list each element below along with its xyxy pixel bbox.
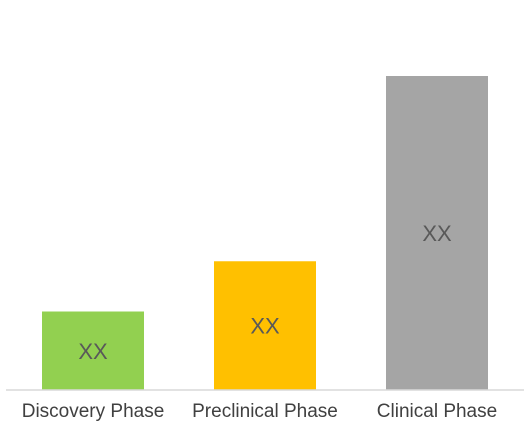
data-label: XX <box>78 339 108 364</box>
bar-discovery-phase <box>42 311 144 390</box>
bar-preclinical-phase <box>214 261 316 390</box>
category-label: Clinical Phase <box>377 401 497 422</box>
bars-group <box>42 76 488 390</box>
category-label: Preclinical Phase <box>192 401 338 422</box>
category-label: Discovery Phase <box>22 401 165 422</box>
data-label: XX <box>250 314 280 339</box>
category-labels-group: Discovery Phase Preclinical Phase Clinical… <box>22 401 497 422</box>
data-labels-group: XX XX XX <box>78 221 452 364</box>
data-label: XX <box>422 221 452 246</box>
bar-clinical-phase <box>386 76 488 390</box>
